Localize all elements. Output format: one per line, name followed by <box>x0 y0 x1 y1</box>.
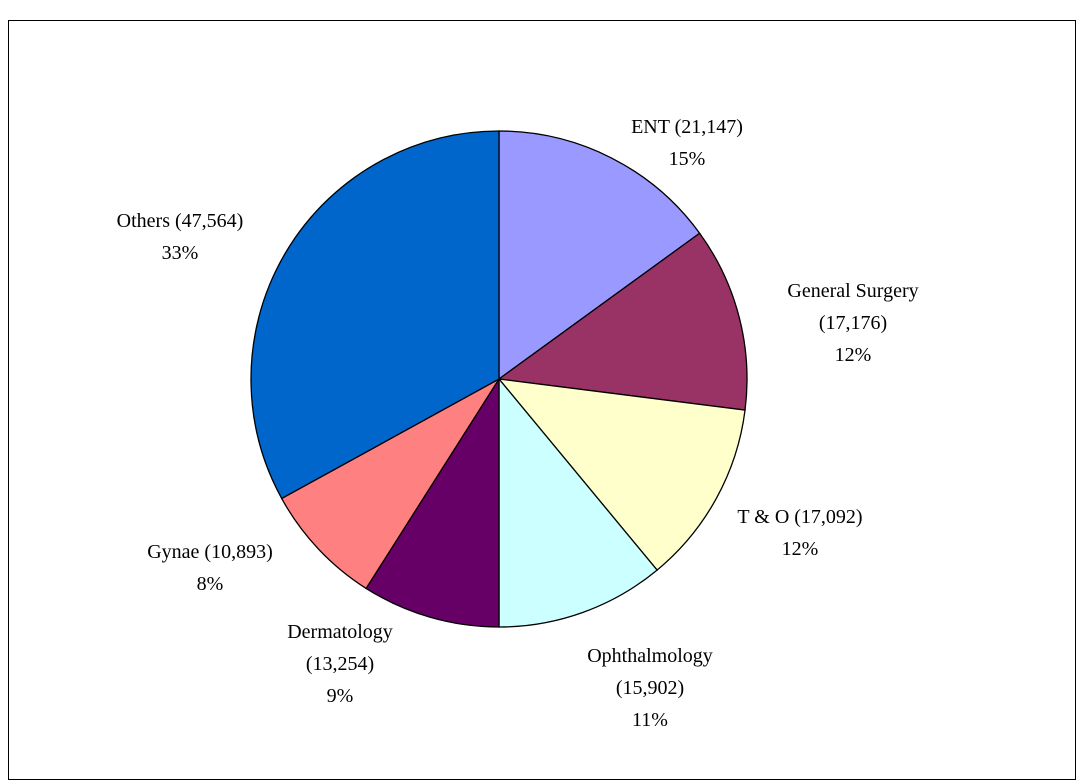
pie-slice <box>497 232 748 411</box>
percent-label: 12% <box>781 538 819 560</box>
percent-label: 12% <box>834 344 872 366</box>
category-label: General Surgery (17,176) <box>787 280 919 334</box>
pie-slice <box>280 378 500 590</box>
slice-label: General Surgery (17,176) 12% <box>753 275 953 371</box>
pie-slice <box>250 130 500 500</box>
pie-slice <box>365 376 500 628</box>
category-label: ENT (21,147) <box>631 116 743 138</box>
slice-label: T & O (17,092) 12% <box>690 501 910 565</box>
percent-label: 15% <box>668 148 706 170</box>
slice-label: Gynae (10,893) 8% <box>110 536 310 600</box>
category-label: Ophthalmology (15,902) <box>587 645 713 699</box>
percent-label: 9% <box>326 685 354 707</box>
pie-slice <box>498 377 658 628</box>
category-label: T & O (17,092) <box>737 506 863 528</box>
category-label: Dermatology (13,254) <box>287 621 393 675</box>
slice-label: Ophthalmology (15,902) 11% <box>560 640 740 736</box>
percent-label: 11% <box>632 709 668 731</box>
slice-label: Dermatology (13,254) 9% <box>270 616 410 712</box>
percent-label: 33% <box>161 242 199 264</box>
category-label: Others (47,564) <box>116 210 244 232</box>
slice-label: Others (47,564) 33% <box>70 205 290 269</box>
category-label: Gynae (10,893) <box>147 541 273 563</box>
slice-label: ENT (21,147) 15% <box>577 111 797 175</box>
pie-slice <box>498 130 701 381</box>
pie-slice <box>497 378 746 572</box>
percent-label: 8% <box>196 573 224 595</box>
